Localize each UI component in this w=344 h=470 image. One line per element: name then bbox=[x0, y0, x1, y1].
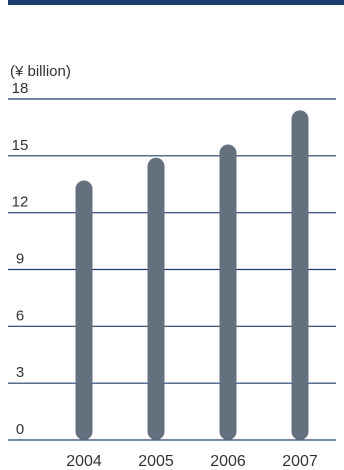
y-tick-label-0: 0 bbox=[16, 421, 24, 438]
x-tick-label-2006: 2006 bbox=[210, 453, 246, 470]
x-tick-label-2007: 2007 bbox=[282, 453, 318, 470]
header-bar bbox=[8, 0, 344, 5]
y-tick-label-3: 3 bbox=[16, 364, 24, 381]
y-tick-label-12: 12 bbox=[12, 194, 29, 211]
y-axis-unit-label: (¥ billion) bbox=[10, 63, 71, 80]
bar-2006 bbox=[219, 144, 237, 440]
y-tick-label-9: 9 bbox=[16, 251, 24, 268]
y-tick-label-6: 6 bbox=[16, 307, 24, 324]
y-tick-label-18: 18 bbox=[12, 80, 29, 97]
x-tick-label-2004: 2004 bbox=[66, 453, 102, 470]
x-tick-label-2005: 2005 bbox=[138, 453, 174, 470]
y-tick-label-15: 15 bbox=[12, 137, 29, 154]
bar-2007 bbox=[291, 110, 309, 440]
bar-2005 bbox=[147, 157, 165, 440]
bar-2004 bbox=[75, 180, 93, 440]
